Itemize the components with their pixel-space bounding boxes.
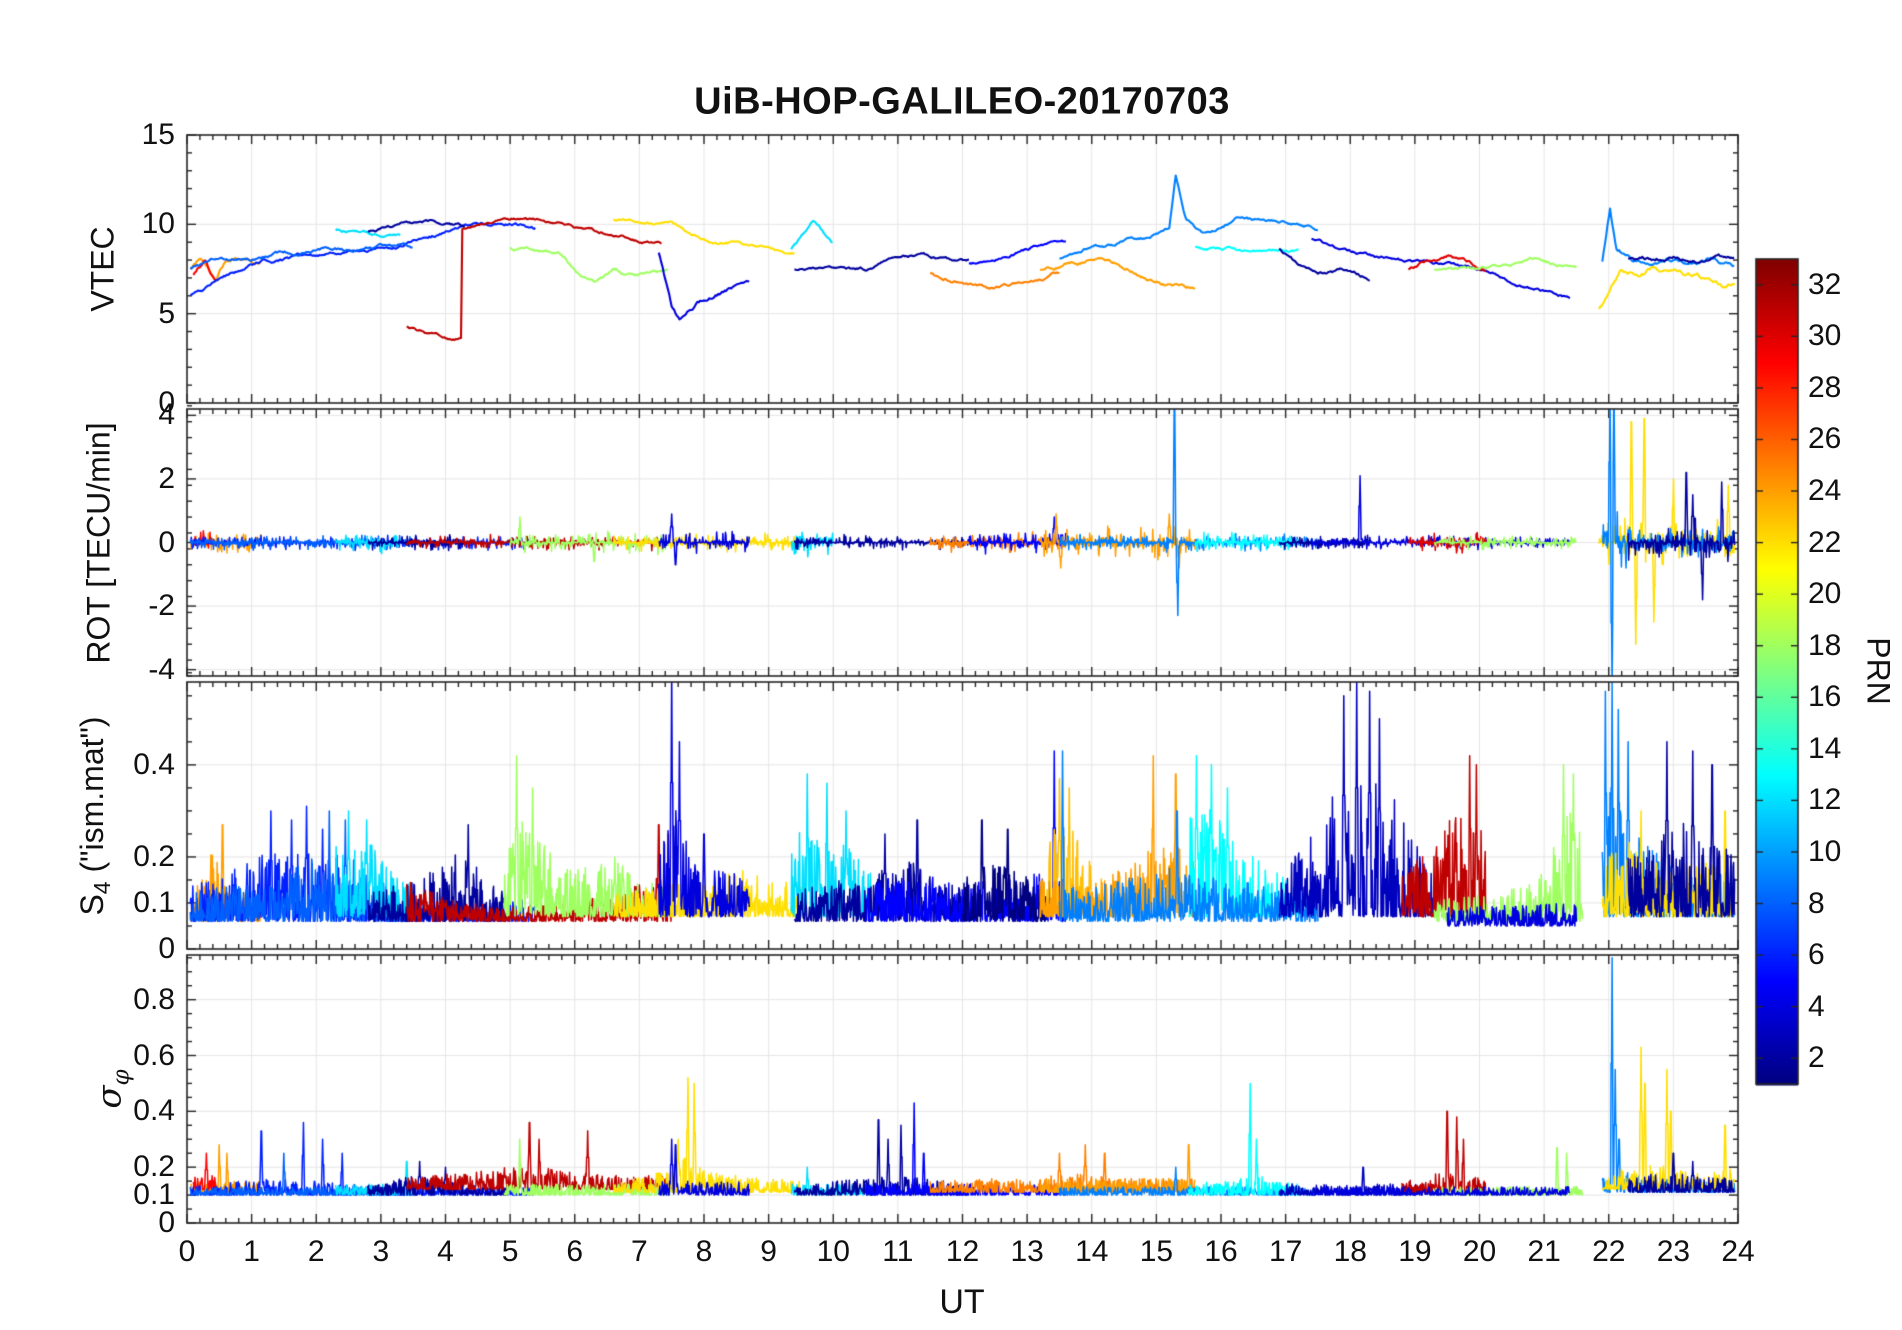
y-axis-label-sigma-phi: σφ [90, 1069, 135, 1108]
y-tick-label: 2 [158, 461, 175, 495]
colorbar-tick-label: 30 [1808, 319, 1842, 353]
y-tick-label: 0.2 [133, 1150, 175, 1184]
x-tick-label: 13 [1010, 1235, 1044, 1268]
x-axis-label: UT [939, 1283, 985, 1321]
y-tick-label: 0.4 [133, 1094, 175, 1128]
y-tick-label: 0.6 [133, 1038, 175, 1072]
colorbar-tick-label: 4 [1808, 989, 1825, 1023]
colorbar-tick-label: 2 [1808, 1041, 1825, 1075]
x-tick-label: 3 [372, 1235, 390, 1268]
x-tick-label: 9 [760, 1235, 777, 1268]
x-tick-label: 16 [1204, 1235, 1238, 1268]
x-tick-label: 5 [501, 1235, 519, 1268]
y-tick-label: 5 [158, 296, 175, 330]
sigma-symbol: σ [89, 1085, 130, 1109]
colorbar-tick-label: 12 [1808, 783, 1842, 817]
colorbar-tick-label: 26 [1808, 422, 1842, 456]
x-tick-label: 1 [243, 1235, 260, 1268]
y-tick-label: -2 [148, 589, 175, 623]
s4-symbol: S [73, 894, 110, 916]
y-axis-label-s4: S4 ("ism.mat") [74, 716, 116, 915]
chart-title: UiB-HOP-GALILEO-20170703 [694, 80, 1230, 123]
y-tick-label: 0.4 [133, 747, 175, 781]
y-tick-label: 0.1 [133, 1178, 175, 1212]
y-tick-label: 0 [158, 932, 175, 965]
x-tick-label: 2 [307, 1235, 325, 1268]
colorbar-tick-label: 6 [1808, 938, 1825, 972]
colorbar-tick-label: 20 [1808, 577, 1842, 611]
x-tick-label: 23 [1656, 1235, 1691, 1268]
colorbar-tick-label: 24 [1808, 474, 1842, 508]
y-tick-label: 0.8 [133, 982, 175, 1016]
colorbar-tick-label: 8 [1808, 886, 1825, 920]
colorbar-tick-label: 16 [1808, 680, 1842, 714]
y-tick-label: 15 [141, 118, 175, 151]
colorbar-tick-label: 32 [1808, 267, 1842, 301]
x-tick-label: 22 [1592, 1235, 1626, 1268]
y-tick-label: 0.1 [133, 885, 175, 919]
y-tick-label: 4 [158, 398, 175, 432]
x-tick-label: 8 [695, 1235, 713, 1268]
sigma-subscript: φ [108, 1069, 135, 1086]
x-tick-label: 18 [1333, 1235, 1367, 1268]
s4-subscript: 4 [89, 881, 116, 895]
colorbar-tick-label: 10 [1808, 834, 1842, 868]
x-tick-label: 19 [1398, 1235, 1432, 1268]
x-tick-label: 4 [437, 1235, 454, 1268]
y-tick-label: 10 [141, 207, 175, 241]
x-tick-label: 21 [1527, 1235, 1561, 1268]
y-tick-label: 0 [158, 1206, 175, 1239]
y-tick-label: 0 [158, 386, 175, 419]
x-tick-label: 24 [1721, 1235, 1755, 1268]
x-tick-label: 12 [945, 1235, 980, 1268]
colorbar-tick-label: 18 [1808, 628, 1842, 662]
colorbar-tick-label: 14 [1808, 731, 1842, 765]
x-tick-label: 15 [1139, 1235, 1174, 1268]
y-tick-label: -4 [148, 652, 175, 686]
colorbar-tick-label: 28 [1808, 370, 1842, 404]
colorbar-label: PRN [1860, 637, 1897, 705]
x-tick-label: 20 [1462, 1235, 1497, 1268]
x-tick-label: 6 [566, 1235, 584, 1268]
x-tick-label: 14 [1075, 1235, 1109, 1268]
x-tick-label: 11 [882, 1235, 914, 1268]
y-axis-label-rot: ROT [TECU/min] [80, 422, 117, 664]
y-tick-label: 0.2 [133, 839, 175, 873]
y-tick-label: 0 [158, 525, 175, 559]
x-tick-label: 0 [178, 1235, 196, 1268]
s4-source-text: ("ism.mat") [73, 716, 110, 882]
x-tick-label: 17 [1268, 1235, 1303, 1268]
x-tick-label: 10 [816, 1235, 850, 1268]
y-axis-label-vtec: VTEC [84, 226, 121, 312]
colorbar-tick-label: 22 [1808, 525, 1842, 559]
x-tick-label: 7 [631, 1235, 648, 1268]
